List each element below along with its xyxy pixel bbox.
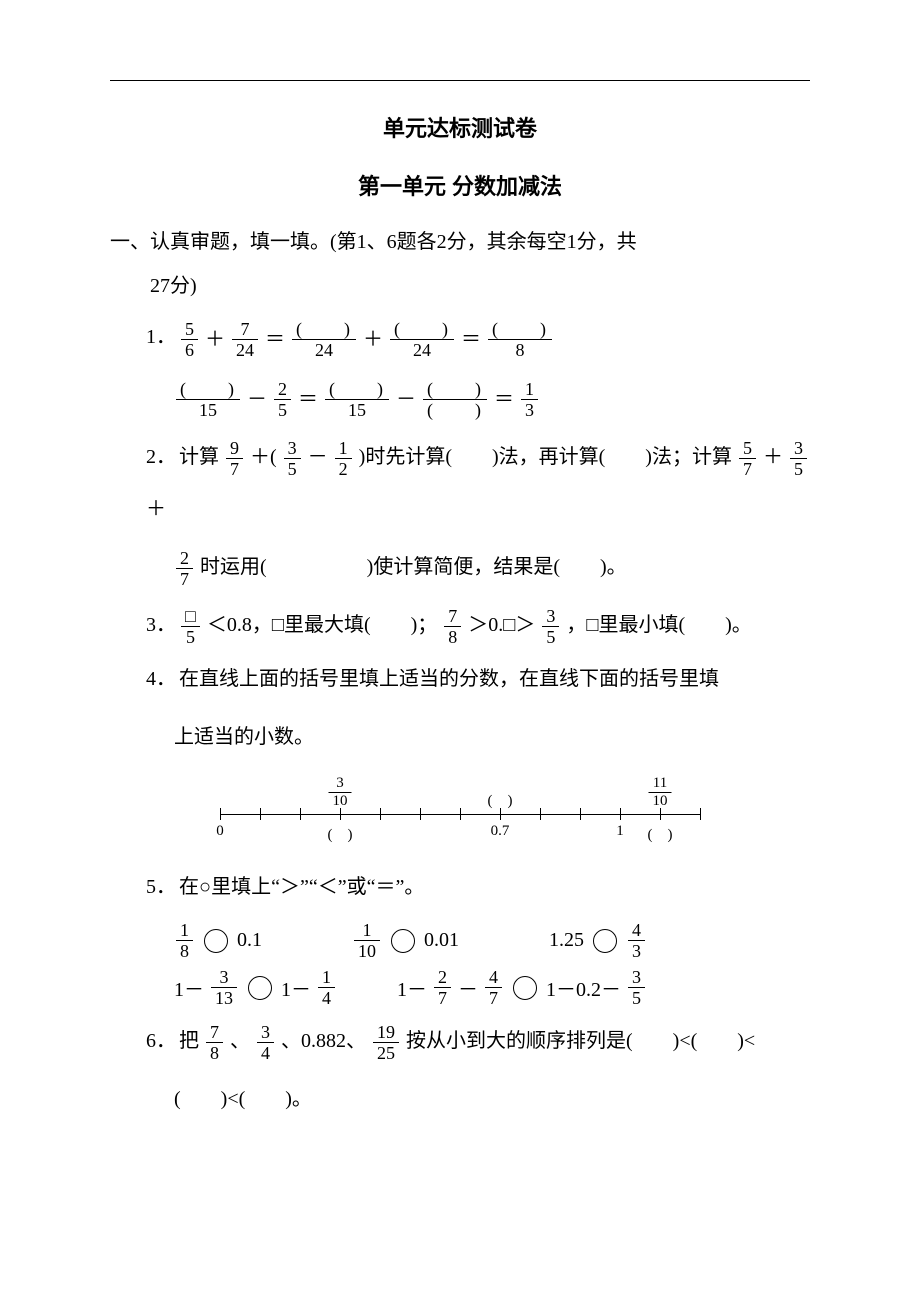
compare-circle-icon xyxy=(513,976,537,1000)
q1-eq2: ( )15 － 25 ＝ ( )15 － ( )( ) ＝ 13 xyxy=(110,369,810,427)
question-4: 4． 在直线上面的括号里填上适当的分数，在直线下面的括号里填 xyxy=(110,653,810,705)
question-1: 1． 56 ＋ 724 ＝ ( )24 ＋ ( )24 ＝ ( )8 xyxy=(110,311,810,365)
q4-numberline: 0 ( ) 0.7 1 ( ) 310 ( ) 1110 xyxy=(110,779,810,849)
section-1-text-a: 一、认真审题，填一填。(第1、6题各2分，其余每空1分，共 xyxy=(110,231,637,253)
numberline-top-label: 1110 xyxy=(647,776,674,809)
compare-circle-icon xyxy=(204,929,228,953)
q4-line2: 上适当的小数。 xyxy=(110,709,810,765)
top-rule xyxy=(110,80,810,81)
numberline-bottom-label: ( ) xyxy=(648,823,673,844)
numberline-top-label: 310 xyxy=(327,776,354,809)
title-main: 单元达标测试卷 xyxy=(110,111,810,143)
q1-eq1: 56 ＋ 724 ＝ ( )24 ＋ ( )24 ＝ ( )8 xyxy=(179,312,554,365)
q1-label: 1． xyxy=(146,311,174,363)
q2-label: 2． xyxy=(146,431,174,483)
q4-label: 4． xyxy=(146,653,174,705)
question-2: 2． 计算 97 ＋( 35 － 12 )时先计算( )法，再计算( )法；计算… xyxy=(110,431,810,535)
title-sub: 第一单元 分数加减法 xyxy=(110,169,810,201)
numberline-top-label: ( ) xyxy=(488,794,513,809)
q5-row1: 18 0.1 110 0.01 1.25 43 xyxy=(110,921,810,960)
numberline-bottom-label: ( ) xyxy=(328,823,353,844)
q5-label: 5． xyxy=(146,861,174,913)
section-1-heading: 一、认真审题，填一填。(第1、6题各2分，其余每空1分，共 xyxy=(110,223,810,261)
question-6: 6． 把 78 、 34 、0.882、 1925 按从小到大的顺序排列是( )… xyxy=(110,1015,810,1067)
q6-label: 6． xyxy=(146,1015,174,1067)
compare-circle-icon xyxy=(391,929,415,953)
numberline-bottom-label: 0 xyxy=(216,823,224,840)
question-3: 3． □5 ＜0.8，□里最大填( )； 78 ＞0.□＞ 35 ，□里最小填(… xyxy=(110,599,810,651)
numberline-bottom-label: 0.7 xyxy=(491,823,510,840)
q3-label: 3． xyxy=(146,599,174,651)
q2-line2: 27 时运用( )使计算简便，结果是( )。 xyxy=(110,539,810,595)
question-5: 5． 在○里填上“＞”“＜”或“＝”。 xyxy=(110,861,810,913)
compare-circle-icon xyxy=(593,929,617,953)
q6-line2: ( )<( )。 xyxy=(110,1071,810,1127)
q5-row2: 1－ 313 1－ 14 1－ 27 － 47 1－0.2－ 35 xyxy=(110,968,810,1007)
page: 单元达标测试卷 第一单元 分数加减法 一、认真审题，填一填。(第1、6题各2分，… xyxy=(0,0,920,1302)
compare-circle-icon xyxy=(248,976,272,1000)
numberline-bottom-label: 1 xyxy=(616,823,624,840)
section-1-heading-line2: 27分) xyxy=(110,267,810,305)
